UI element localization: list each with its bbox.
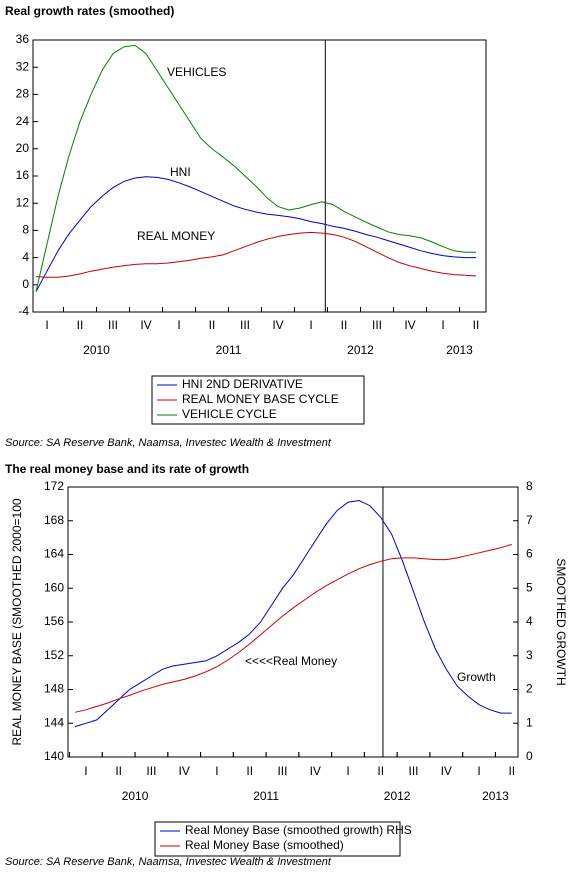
legend-label: REAL MONEY BASE CYCLE	[182, 392, 339, 406]
annotation: HNI	[170, 165, 191, 179]
y-tick-label: 156	[44, 614, 64, 628]
x-tick-label: III	[409, 764, 419, 778]
y-tick-label: 140	[44, 749, 64, 763]
y2-tick-label: 2	[526, 682, 533, 696]
y2-axis-label: SMOOTHED GROWTH	[554, 558, 568, 685]
x-tick-label: I	[441, 318, 444, 332]
x-tick-label: II	[377, 764, 384, 778]
x-tick-label: III	[146, 764, 156, 778]
y2-tick-label: 1	[526, 715, 533, 729]
y-axis-label: REAL MONEY BASE (SMOOTHED 2000=100	[10, 498, 24, 745]
plot-frame	[67, 486, 519, 758]
annotation: VEHICLES	[167, 65, 226, 79]
series-line	[35, 44, 476, 292]
series-line	[35, 231, 477, 278]
y2-tick-label: 0	[526, 749, 533, 763]
y-tick-label: 168	[44, 513, 64, 527]
legend-label: HNI 2ND DERIVATIVE	[182, 377, 303, 391]
x-tick-label: I	[477, 764, 480, 778]
x-tick-label: II	[77, 318, 84, 332]
plot-frame	[32, 39, 487, 313]
x-tick-label: IV	[441, 764, 452, 778]
series-line	[74, 499, 512, 728]
y-tick-label: 8	[22, 223, 29, 237]
x-tick-label: IV	[404, 318, 415, 332]
x-tick-label: I	[84, 764, 87, 778]
y2-tick-label: 4	[526, 614, 533, 628]
y-tick-label: 160	[44, 580, 64, 594]
annotation: REAL MONEY	[137, 229, 215, 243]
y-tick-label: 20	[16, 141, 30, 155]
x-tick-label: II	[115, 764, 122, 778]
y2-tick-label: 3	[526, 648, 533, 662]
year-label: 2011	[253, 789, 279, 803]
annotation: Growth	[457, 670, 496, 684]
x-tick-label: I	[346, 764, 349, 778]
x-tick-label: IV	[140, 318, 151, 332]
year-label: 2012	[384, 789, 411, 803]
x-tick-label: III	[372, 318, 382, 332]
x-tick-label: III	[240, 318, 250, 332]
y-tick-label: 12	[16, 195, 30, 209]
year-label: 2011	[216, 343, 242, 357]
y-tick-label: 148	[44, 682, 64, 696]
x-tick-label: II	[473, 318, 480, 332]
x-tick-label: IV	[310, 764, 321, 778]
year-label: 2010	[83, 343, 110, 357]
chart-title: The real money base and its rate of grow…	[5, 462, 249, 476]
y-tick-label: 32	[16, 59, 30, 73]
y2-tick-label: 5	[526, 580, 533, 594]
series-line	[35, 176, 476, 292]
x-tick-label: II	[246, 764, 253, 778]
y-tick-label: 16	[16, 168, 30, 182]
legend-box	[154, 821, 401, 857]
series-line	[74, 543, 512, 713]
source-note: Source: SA Reserve Bank, Naamsa, Investe…	[5, 437, 332, 449]
y-tick-label: 24	[16, 114, 30, 128]
x-tick-label: II	[508, 764, 515, 778]
legend-label: VEHICLE CYCLE	[182, 407, 277, 421]
legend-label: Real Money Base (smoothed)	[185, 838, 344, 852]
year-label: 2013	[446, 343, 473, 357]
y-tick-label: 144	[44, 715, 64, 729]
x-tick-label: I	[177, 318, 180, 332]
y-tick-label: 4	[22, 250, 29, 264]
year-label: 2010	[122, 789, 149, 803]
legend-box	[151, 375, 365, 425]
year-label: 2013	[482, 789, 509, 803]
x-tick-label: III	[277, 764, 287, 778]
x-tick-label: II	[209, 318, 216, 332]
x-tick-label: III	[108, 318, 118, 332]
x-tick-label: I	[45, 318, 48, 332]
y2-tick-label: 7	[526, 513, 533, 527]
legend-label: Real Money Base (smoothed growth) RHS	[185, 823, 412, 837]
y2-tick-label: 8	[526, 479, 533, 493]
x-tick-label: II	[341, 318, 348, 332]
x-tick-label: I	[309, 318, 312, 332]
y-tick-label: -4	[18, 304, 29, 318]
x-tick-label: IV	[179, 764, 190, 778]
y-tick-label: 164	[44, 547, 64, 561]
x-tick-label: IV	[272, 318, 283, 332]
x-tick-label: I	[215, 764, 218, 778]
y-tick-label: 28	[16, 87, 30, 101]
source-note: Source: SA Reserve Bank, Naamsa, Investe…	[5, 856, 332, 868]
y-tick-label: 0	[22, 277, 29, 291]
year-label: 2012	[347, 343, 374, 357]
chart-title: Real growth rates (smoothed)	[5, 4, 174, 18]
y-tick-label: 172	[44, 479, 64, 493]
y-tick-label: 152	[44, 648, 64, 662]
y-tick-label: 36	[16, 32, 30, 46]
annotation: <<<<Real Money	[245, 654, 337, 668]
y2-tick-label: 6	[526, 547, 533, 561]
